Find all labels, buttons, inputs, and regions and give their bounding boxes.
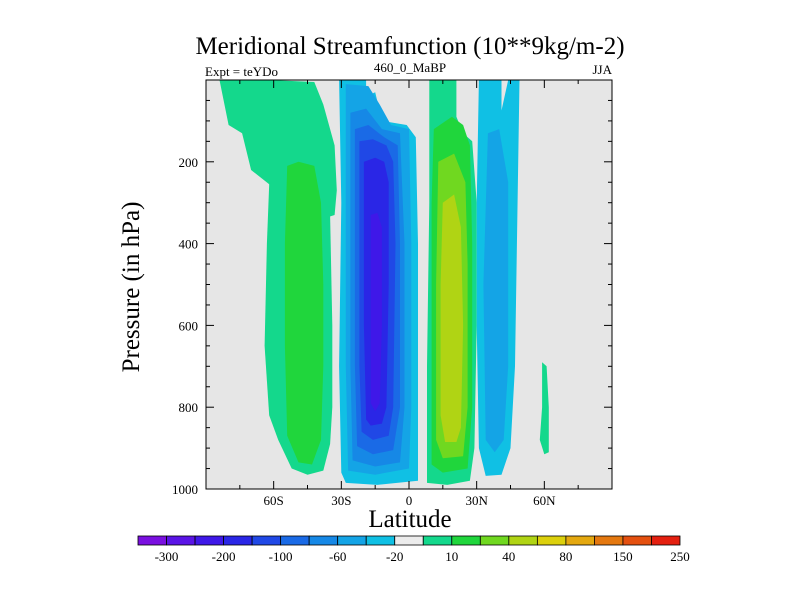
experiment-label: Expt = teYDo (205, 64, 278, 79)
colorbar-swatch (565, 535, 595, 546)
colorbar-label: 80 (559, 549, 572, 564)
colorbar-swatch (622, 535, 652, 546)
colorbar (137, 535, 681, 546)
y-tick-labels: 200 400 600 800 1000 (172, 155, 198, 497)
colorbar-labels: -300 -200 -100 -60 -20 10 40 80 150 250 (155, 549, 690, 564)
colorbar-swatch (479, 535, 510, 546)
colorbar-swatch (166, 535, 196, 546)
colorbar-label: -200 (212, 549, 236, 564)
x-tick-label: 30S (331, 493, 351, 508)
colorbar-label: 40 (502, 549, 515, 564)
x-tick-label: 0 (406, 493, 413, 508)
colorbar-swatch (394, 535, 424, 546)
colorbar-swatch (651, 535, 681, 546)
y-axis-label: Pressure (in hPa) (118, 202, 145, 373)
sh-cell-40 (284, 161, 324, 465)
colorbar-swatch (308, 535, 339, 546)
x-tick-label: 30N (465, 493, 488, 508)
nh-cell-150 (440, 194, 464, 442)
colorbar-swatch (223, 535, 253, 546)
x-tick-label: 60S (264, 493, 284, 508)
colorbar-label: 250 (670, 549, 690, 564)
x-tick-label: 60N (533, 493, 556, 508)
colorbar-swatch (594, 535, 624, 546)
axis-ticks (206, 80, 612, 490)
colorbar-label: -100 (269, 549, 293, 564)
x-axis-label: Latitude (368, 506, 451, 533)
period-label: 460_0_MaBP (374, 60, 446, 75)
colorbar-swatch (365, 535, 396, 546)
colorbar-swatch (508, 535, 538, 546)
x-tick-labels: 60S 30S 0 30N 60N (264, 493, 557, 508)
colorbar-label: 150 (613, 549, 633, 564)
chart-title: Meridional Streamfunction (10**9kg/m-2) (195, 33, 624, 60)
contour-regions (219, 80, 549, 485)
colorbar-swatch (451, 535, 481, 546)
nh-right-green-strip (539, 362, 549, 455)
deep-blue-minus300 (370, 212, 382, 412)
colorbar-swatch (137, 535, 167, 546)
colorbar-swatch (337, 535, 367, 546)
plot-area (205, 79, 613, 490)
colorbar-swatch (280, 535, 310, 546)
colorbar-swatch (422, 535, 453, 546)
y-tick-label: 600 (179, 318, 199, 333)
colorbar-swatch (251, 535, 282, 546)
colorbar-label: 10 (445, 549, 458, 564)
colorbar-label: -300 (155, 549, 179, 564)
season-label: JJA (592, 62, 612, 77)
y-tick-label: 800 (179, 400, 199, 415)
colorbar-label: -20 (386, 549, 403, 564)
y-tick-label: 1000 (172, 482, 198, 497)
y-tick-label: 400 (179, 237, 199, 252)
colorbar-swatch (536, 535, 567, 546)
nh-mid-blue-minus60 (483, 129, 509, 453)
y-tick-label: 200 (179, 155, 199, 170)
colorbar-label: -60 (329, 549, 346, 564)
colorbar-swatch (194, 535, 224, 546)
